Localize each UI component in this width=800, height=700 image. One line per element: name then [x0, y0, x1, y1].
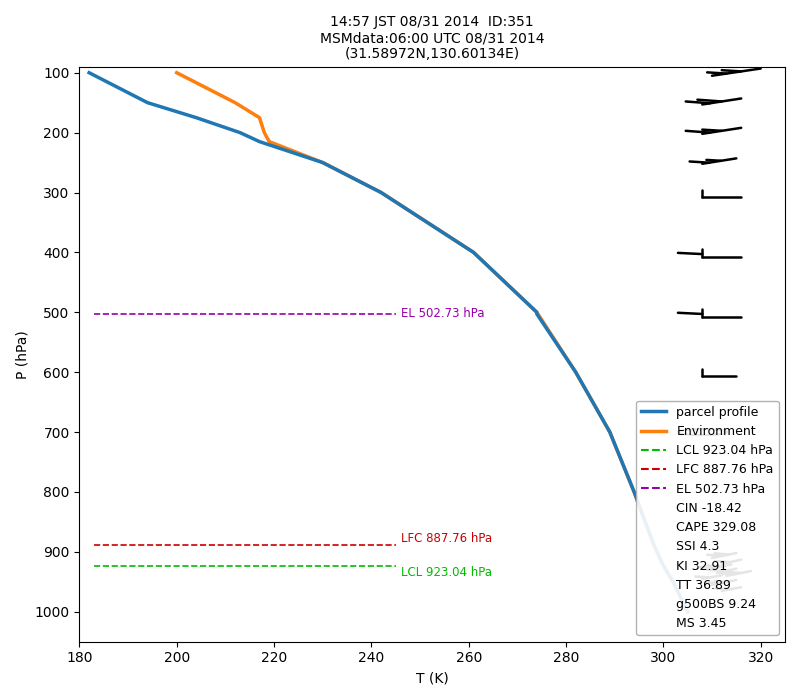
parcel profile — [318, 158, 327, 167]
Legend: parcel profile, Environment, LCL 923.04 hPa, LFC 887.76 hPa, EL 502.73 hPa, CIN : parcel profile, Environment, LCL 923.04 … — [636, 400, 778, 636]
parcel profile — [649, 540, 658, 549]
Environment — [649, 540, 658, 549]
Y-axis label: P (hPa): P (hPa) — [15, 330, 29, 379]
Text: LFC 887.76 hPa: LFC 887.76 hPa — [401, 531, 492, 545]
Environment — [254, 113, 264, 122]
parcel profile — [571, 368, 581, 377]
Line: Environment: Environment — [177, 73, 688, 612]
Environment — [264, 137, 274, 146]
parcel profile — [469, 248, 478, 257]
parcel profile — [683, 608, 693, 616]
parcel profile — [668, 578, 678, 586]
Environment — [259, 128, 269, 136]
parcel profile — [142, 99, 152, 107]
Title: 14:57 JST 08/31 2014  ID:351
MSMdata:06:00 UTC 08/31 2014
(31.58972N,130.60134E): 14:57 JST 08/31 2014 ID:351 MSMdata:06:0… — [320, 15, 545, 62]
X-axis label: T (K): T (K) — [416, 671, 449, 685]
parcel profile — [235, 128, 245, 136]
parcel profile — [532, 308, 542, 316]
Environment — [376, 188, 386, 197]
Environment — [605, 428, 614, 436]
Environment — [318, 158, 327, 167]
parcel profile — [254, 137, 264, 146]
Environment — [668, 578, 678, 586]
Environment — [571, 368, 581, 377]
parcel profile — [191, 113, 201, 122]
Line: parcel profile: parcel profile — [89, 73, 688, 612]
parcel profile — [658, 561, 668, 570]
Environment — [230, 99, 240, 107]
Environment — [532, 308, 542, 316]
parcel profile — [605, 428, 614, 436]
parcel profile — [376, 188, 386, 197]
parcel profile — [630, 488, 639, 496]
Environment — [658, 561, 668, 570]
Environment — [630, 488, 639, 496]
Text: LCL 923.04 hPa: LCL 923.04 hPa — [401, 566, 491, 579]
parcel profile — [532, 309, 542, 318]
Text: EL 502.73 hPa: EL 502.73 hPa — [401, 307, 484, 321]
Environment — [172, 69, 182, 77]
Environment — [683, 608, 693, 616]
parcel profile — [84, 69, 94, 77]
Environment — [469, 248, 478, 257]
